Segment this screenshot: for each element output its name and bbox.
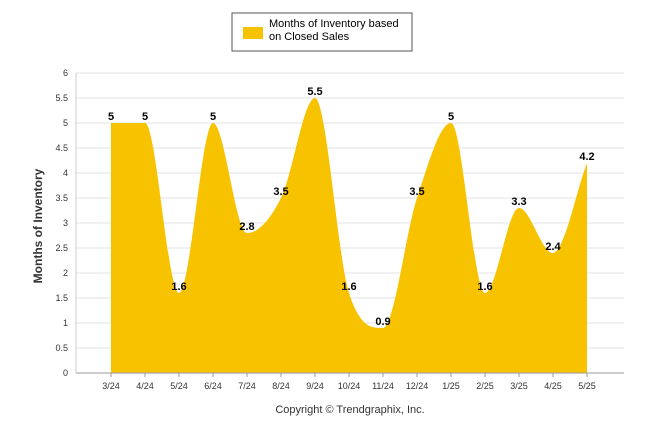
y-tick-label: 3.5 xyxy=(55,193,68,203)
series-area xyxy=(111,98,587,373)
x-tick-label: 1/25 xyxy=(442,381,460,391)
x-tick-label: 3/24 xyxy=(102,381,120,391)
x-tick-label: 8/24 xyxy=(272,381,290,391)
x-tick-label: 9/24 xyxy=(306,381,324,391)
y-tick-label: 1.5 xyxy=(55,293,68,303)
data-label: 0.9 xyxy=(375,316,390,328)
legend-line-1: Months of Inventory based xyxy=(269,18,399,30)
y-tick-label: 0 xyxy=(63,368,68,378)
y-tick-label: 3 xyxy=(63,218,68,228)
y-tick-label: 0.5 xyxy=(55,343,68,353)
y-tick-label: 1 xyxy=(63,318,68,328)
y-tick-label: 2 xyxy=(63,268,68,278)
x-tick-label: 11/24 xyxy=(372,381,394,391)
x-tick-label: 5/25 xyxy=(578,381,596,391)
x-tick-labels: 3/24 4/24 5/24 6/24 7/24 8/24 9/24 10/24 11/24 12… xyxy=(102,373,596,391)
x-tick-label: 10/24 xyxy=(338,381,361,391)
data-label: 4.2 xyxy=(579,151,594,163)
area-layer xyxy=(111,98,587,373)
x-tick-label: 12/24 xyxy=(406,381,429,391)
y-tick-label: 5.5 xyxy=(55,93,68,103)
data-labels: 5 5 1.6 5 2.8 3.5 5.5 1.6 0.9 3.5 5 1.6 3.3 2.4 4.2 xyxy=(108,86,595,328)
y-tick-label: 5 xyxy=(63,118,68,128)
legend-swatch xyxy=(243,27,263,39)
axes xyxy=(75,73,624,374)
data-label: 1.6 xyxy=(341,281,356,293)
x-tick-label: 6/24 xyxy=(204,381,222,391)
x-tick-label: 7/24 xyxy=(238,381,256,391)
x-tick-label: 3/25 xyxy=(510,381,528,391)
data-label: 3.5 xyxy=(273,186,288,198)
legend-line-2: on Closed Sales xyxy=(269,31,350,43)
data-label: 5.5 xyxy=(307,86,322,98)
data-label: 5 xyxy=(108,111,114,123)
data-label: 5 xyxy=(142,111,148,123)
x-tick-label: 4/24 xyxy=(136,381,154,391)
y-tick-labels: 0 0.5 1 1.5 2 2.5 3 3.5 4 4.5 5 5.5 6 xyxy=(55,68,68,378)
data-label: 5 xyxy=(210,111,216,123)
y-tick-label: 6 xyxy=(63,68,68,78)
x-tick-label: 4/25 xyxy=(544,381,562,391)
y-tick-label: 4 xyxy=(63,168,68,178)
data-label: 1.6 xyxy=(171,281,186,293)
data-label: 2.4 xyxy=(545,241,561,253)
data-label: 3.3 xyxy=(511,196,526,208)
data-label: 2.8 xyxy=(239,221,254,233)
y-tick-label: 2.5 xyxy=(55,243,68,253)
data-label: 1.6 xyxy=(477,281,492,293)
legend: Months of Inventory based on Closed Sale… xyxy=(231,12,413,52)
data-label: 5 xyxy=(448,111,454,123)
data-label: 3.5 xyxy=(409,186,424,198)
y-tick-label: 4.5 xyxy=(55,143,68,153)
copyright-text: Copyright © Trendgraphix, Inc. xyxy=(275,404,424,416)
x-tick-label: 2/25 xyxy=(476,381,494,391)
y-axis-title: Months of Inventory xyxy=(31,168,45,283)
x-tick-label: 5/24 xyxy=(170,381,188,391)
